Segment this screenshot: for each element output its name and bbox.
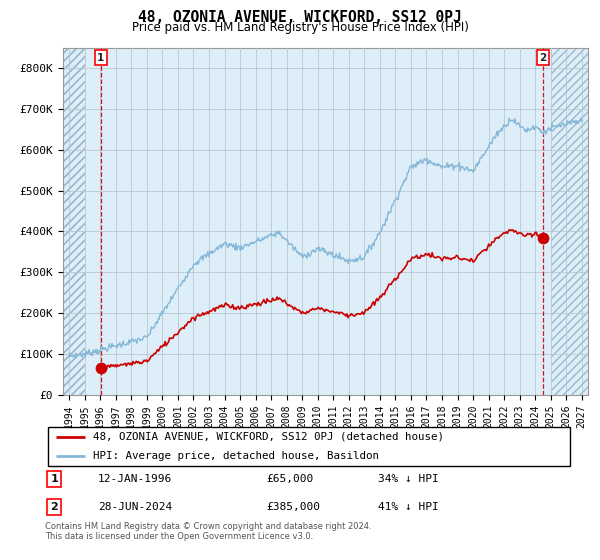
Bar: [551, 48, 588, 395]
Point: [96, 364, 106, 373]
Text: 2: 2: [539, 53, 547, 63]
Text: £65,000: £65,000: [267, 474, 314, 484]
Text: 12-JAN-1996: 12-JAN-1996: [98, 474, 172, 484]
Text: 1: 1: [50, 474, 58, 484]
Text: 2: 2: [50, 502, 58, 512]
Point: [538, 233, 548, 242]
Text: 28-JUN-2024: 28-JUN-2024: [98, 502, 172, 512]
Text: 34% ↓ HPI: 34% ↓ HPI: [377, 474, 439, 484]
FancyBboxPatch shape: [47, 427, 571, 466]
Text: 48, OZONIA AVENUE, WICKFORD, SS12 0PJ (detached house): 48, OZONIA AVENUE, WICKFORD, SS12 0PJ (d…: [92, 432, 443, 442]
Text: Contains HM Land Registry data © Crown copyright and database right 2024.
This d: Contains HM Land Registry data © Crown c…: [45, 522, 371, 542]
Text: £385,000: £385,000: [267, 502, 321, 512]
Text: Price paid vs. HM Land Registry's House Price Index (HPI): Price paid vs. HM Land Registry's House …: [131, 21, 469, 34]
Text: 1: 1: [97, 53, 104, 63]
Bar: [63, 48, 85, 395]
Bar: [63, 48, 85, 395]
Text: HPI: Average price, detached house, Basildon: HPI: Average price, detached house, Basi…: [92, 451, 379, 461]
Text: 48, OZONIA AVENUE, WICKFORD, SS12 0PJ: 48, OZONIA AVENUE, WICKFORD, SS12 0PJ: [138, 10, 462, 25]
Text: 41% ↓ HPI: 41% ↓ HPI: [377, 502, 439, 512]
Bar: [551, 48, 588, 395]
Bar: [63, 48, 85, 395]
